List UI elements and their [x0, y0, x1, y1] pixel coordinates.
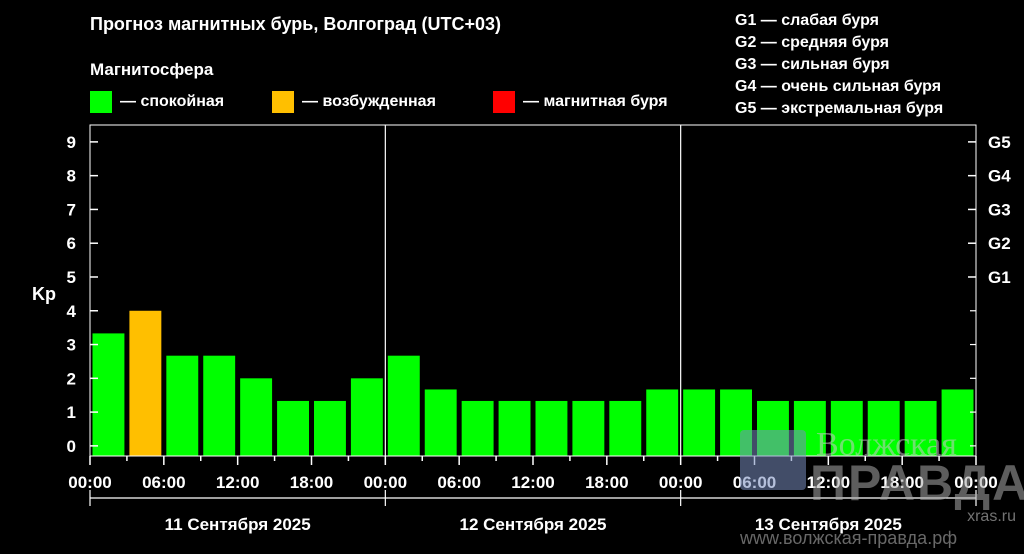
kp-bar [572, 400, 605, 456]
y-tick-label: 9 [67, 133, 76, 152]
x-tick-label: 06:00 [142, 473, 185, 492]
axes-group: 0 1 2 3 4 5 6 7 8 9 G1 G2 G3 G4 G5 00:00 06:00 12:00 18:00… [67, 124, 1011, 534]
kp-bar [129, 310, 162, 456]
kp-bar [904, 400, 937, 456]
activity-legend: — спокойная — возбужденная — магнитная б… [0, 91, 740, 117]
g-legend-item: G5 — экстремальная буря [735, 100, 944, 117]
y-tick-label: 7 [67, 200, 76, 219]
y-tick-label: 0 [67, 437, 76, 456]
kp-bar [166, 355, 199, 456]
kp-bar [609, 400, 642, 456]
kp-bar [387, 355, 420, 456]
legend-subtitle: Магнитосфера [90, 60, 214, 79]
g-tick-label: G5 [988, 133, 1011, 152]
kp-bar [941, 389, 974, 456]
bars-group [92, 310, 974, 456]
legend-item-active: — возбужденная [272, 91, 436, 113]
x-tick-label: 18:00 [585, 473, 628, 492]
legend-label-active: — возбужденная [302, 93, 436, 110]
x-tick-label: 18:00 [290, 473, 333, 492]
g-legend-item: G3 — сильная буря [735, 56, 890, 73]
y-tick-label: 4 [67, 302, 77, 321]
legend-swatch-quiet [90, 91, 112, 113]
day-label: 12 Сентября 2025 [460, 515, 607, 534]
g-legend-item: G2 — средняя буря [735, 34, 889, 51]
x-tick-label: 00:00 [68, 473, 111, 492]
kp-bar [203, 355, 236, 456]
kp-bar [683, 389, 716, 456]
y-tick-label: 1 [67, 403, 76, 422]
legend-swatch-active [272, 91, 294, 113]
y-tick-label: 2 [67, 369, 76, 388]
g-tick-label: G2 [988, 234, 1011, 253]
kp-bar [277, 400, 309, 456]
kp-bar [646, 389, 679, 456]
kp-bar [830, 400, 863, 456]
day-label: 13 Сентября 2025 [755, 515, 902, 534]
kp-bar [424, 389, 457, 456]
kp-bar [92, 333, 125, 456]
kp-bar [240, 378, 273, 456]
kp-bar [498, 400, 531, 456]
y-tick-label: 8 [67, 167, 76, 186]
kp-bar [720, 389, 752, 456]
legend-swatch-storm [493, 91, 515, 113]
legend-item-storm: — магнитная буря [493, 91, 668, 113]
x-tick-label: 12:00 [511, 473, 554, 492]
x-tick-label: 00:00 [954, 473, 997, 492]
g-tick-label: G4 [988, 167, 1011, 186]
y-axis-label: Kp [32, 284, 56, 304]
kp-bar [314, 400, 346, 456]
kp-bar [461, 400, 494, 456]
kp-bar [793, 400, 826, 456]
g-legend-item: G4 — очень сильная буря [735, 78, 942, 95]
kp-bar [535, 400, 568, 456]
kp-bar [350, 378, 383, 456]
x-tick-label: 00:00 [659, 473, 702, 492]
kp-bar [867, 400, 900, 456]
legend-label-storm: — магнитная буря [523, 93, 668, 110]
g-legend-item: G1 — слабая буря [735, 12, 880, 29]
day-label: 11 Сентября 2025 [165, 515, 311, 534]
x-tick-label: 18:00 [880, 473, 923, 492]
x-tick-label: 12:00 [216, 473, 259, 492]
y-tick-label: 5 [67, 268, 76, 287]
kp-bar [757, 400, 789, 456]
x-tick-label: 12:00 [807, 473, 850, 492]
chart-title: Прогноз магнитных бурь, Волгоград (UTC+0… [90, 14, 501, 34]
y-tick-label: 3 [67, 336, 76, 355]
x-tick-label: 06:00 [733, 473, 776, 492]
legend-item-quiet: — спокойная [90, 91, 224, 113]
g-tick-label: G3 [988, 200, 1011, 219]
y-tick-label: 6 [67, 234, 76, 253]
x-tick-label: 06:00 [437, 473, 480, 492]
x-tick-label: 00:00 [364, 473, 407, 492]
legend-label-quiet: — спокойная [120, 93, 225, 110]
g-scale-legend: G1 — слабая буря G2 — средняя буря G3 — … [735, 10, 943, 120]
g-tick-label: G1 [988, 268, 1011, 287]
